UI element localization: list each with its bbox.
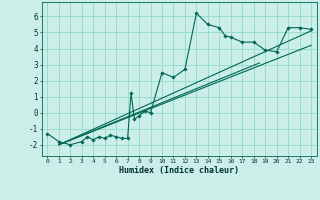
X-axis label: Humidex (Indice chaleur): Humidex (Indice chaleur) xyxy=(119,166,239,175)
